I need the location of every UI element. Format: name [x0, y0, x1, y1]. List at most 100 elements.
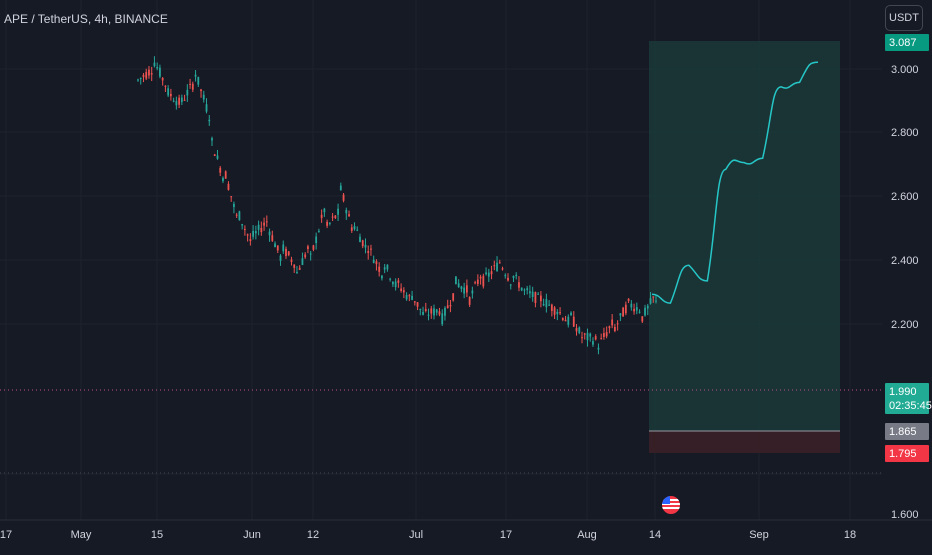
- candle[interactable]: [156, 66, 159, 69]
- candle[interactable]: [205, 104, 208, 112]
- candle[interactable]: [227, 183, 230, 190]
- candle[interactable]: [274, 243, 276, 248]
- candle[interactable]: [317, 230, 320, 232]
- candle[interactable]: [361, 240, 364, 247]
- candle[interactable]: [219, 167, 222, 173]
- candle[interactable]: [372, 259, 375, 263]
- candle[interactable]: [397, 280, 400, 283]
- candle[interactable]: [383, 267, 386, 270]
- candle[interactable]: [413, 301, 416, 303]
- candle[interactable]: [200, 89, 202, 92]
- candle[interactable]: [638, 311, 641, 313]
- candle[interactable]: [545, 299, 548, 308]
- candle[interactable]: [348, 214, 350, 217]
- candle[interactable]: [556, 311, 559, 315]
- candle[interactable]: [537, 293, 540, 295]
- candle[interactable]: [290, 259, 293, 263]
- candle[interactable]: [276, 245, 279, 251]
- candle[interactable]: [630, 303, 633, 308]
- candle[interactable]: [254, 231, 257, 234]
- candle[interactable]: [381, 275, 383, 279]
- candle[interactable]: [304, 254, 307, 258]
- candle[interactable]: [400, 288, 403, 291]
- candle[interactable]: [230, 196, 233, 198]
- candle[interactable]: [235, 214, 238, 216]
- candle[interactable]: [301, 258, 304, 265]
- candle[interactable]: [137, 79, 139, 81]
- candle[interactable]: [411, 295, 413, 300]
- candle[interactable]: [452, 293, 455, 301]
- candle[interactable]: [608, 326, 611, 329]
- candle[interactable]: [246, 234, 249, 236]
- candle[interactable]: [479, 276, 482, 279]
- candle[interactable]: [350, 227, 353, 231]
- candle[interactable]: [370, 248, 372, 250]
- candle[interactable]: [224, 171, 227, 179]
- candle[interactable]: [446, 305, 449, 309]
- candle[interactable]: [334, 215, 337, 219]
- candle[interactable]: [572, 316, 575, 327]
- candle[interactable]: [641, 316, 644, 322]
- candle[interactable]: [526, 288, 529, 291]
- candle[interactable]: [611, 319, 614, 326]
- candle[interactable]: [578, 327, 581, 333]
- candle[interactable]: [148, 69, 150, 76]
- candle[interactable]: [222, 177, 224, 182]
- candle[interactable]: [655, 300, 657, 302]
- profit-zone[interactable]: [649, 41, 840, 431]
- candle[interactable]: [287, 251, 290, 256]
- candle[interactable]: [509, 284, 512, 286]
- candle[interactable]: [652, 296, 655, 298]
- candle[interactable]: [378, 266, 381, 272]
- candle[interactable]: [320, 214, 323, 219]
- candle[interactable]: [531, 291, 534, 297]
- candle[interactable]: [159, 67, 161, 77]
- candle[interactable]: [455, 276, 457, 285]
- candle[interactable]: [339, 185, 342, 191]
- candle[interactable]: [296, 272, 298, 274]
- candle[interactable]: [561, 318, 564, 320]
- candle[interactable]: [180, 97, 183, 103]
- candle[interactable]: [268, 231, 271, 236]
- candle[interactable]: [408, 295, 411, 297]
- candle[interactable]: [202, 94, 205, 100]
- candle[interactable]: [391, 281, 394, 285]
- projection-curve[interactable]: [651, 61, 819, 304]
- candle[interactable]: [337, 208, 339, 215]
- candle[interactable]: [485, 272, 487, 275]
- candle[interactable]: [145, 72, 148, 79]
- candle[interactable]: [476, 279, 479, 284]
- candle[interactable]: [435, 309, 438, 313]
- candle[interactable]: [197, 76, 200, 85]
- candle[interactable]: [243, 228, 246, 230]
- candle[interactable]: [605, 332, 608, 337]
- candle[interactable]: [592, 341, 594, 345]
- candle[interactable]: [265, 221, 268, 223]
- candle[interactable]: [548, 304, 551, 306]
- candle[interactable]: [550, 304, 553, 311]
- candle[interactable]: [353, 226, 356, 230]
- candle[interactable]: [252, 231, 255, 237]
- candle[interactable]: [474, 282, 477, 284]
- candle[interactable]: [512, 275, 515, 278]
- candle[interactable]: [359, 236, 361, 243]
- candle[interactable]: [441, 313, 444, 325]
- currency-button[interactable]: USDT: [885, 5, 923, 31]
- candle[interactable]: [575, 327, 578, 332]
- candle[interactable]: [430, 308, 433, 314]
- candle[interactable]: [487, 272, 490, 277]
- candle[interactable]: [402, 290, 405, 293]
- candle[interactable]: [581, 337, 583, 339]
- candle[interactable]: [263, 222, 265, 226]
- candle[interactable]: [646, 305, 649, 309]
- candle[interactable]: [238, 211, 241, 221]
- candle[interactable]: [504, 275, 507, 277]
- candle[interactable]: [364, 244, 367, 248]
- candle[interactable]: [186, 89, 189, 96]
- candle[interactable]: [515, 274, 518, 277]
- candle[interactable]: [342, 194, 345, 201]
- candle[interactable]: [619, 313, 622, 316]
- candle[interactable]: [150, 73, 153, 75]
